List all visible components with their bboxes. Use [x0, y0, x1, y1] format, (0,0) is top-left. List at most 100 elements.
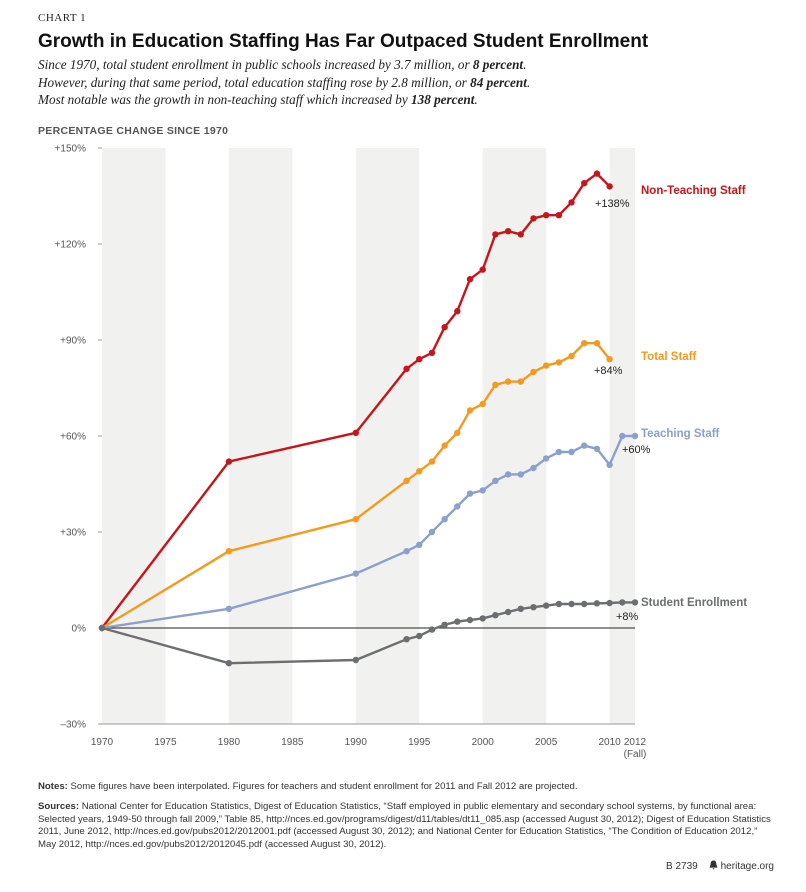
data-point [428, 458, 436, 465]
data-point [504, 378, 512, 385]
data-point [517, 471, 524, 478]
data-point [454, 618, 461, 625]
data-point [492, 381, 499, 388]
series-line [101, 601, 635, 665]
background-band [228, 148, 293, 724]
subtitle-line: Most notable was the growth in non-teach… [38, 92, 478, 107]
data-point [504, 471, 512, 478]
y-tick-label: –30% [60, 720, 86, 731]
data-point [555, 448, 563, 456]
data-point [593, 600, 601, 607]
data-point [98, 624, 106, 632]
data-point [581, 442, 588, 449]
data-point [352, 570, 360, 577]
data-point [428, 349, 436, 356]
x-tick-label: 2010 [598, 737, 621, 748]
y-axis-title: PERCENTAGE CHANGE SINCE 1970 [38, 125, 229, 137]
data-point [530, 604, 537, 611]
data-point [555, 359, 563, 366]
data-point [606, 183, 613, 190]
line-chart: +150% +120% +90% +60% +30% 0% –30% 1970 1975 1980… [55, 144, 748, 761]
data-point [352, 516, 360, 523]
x-tick-label: 2005 [535, 737, 558, 748]
data-point [542, 602, 550, 609]
data-point [492, 612, 499, 619]
data-point [441, 442, 448, 449]
data-point [568, 600, 575, 608]
data-point [530, 215, 537, 222]
data-point [416, 468, 423, 475]
data-point [593, 170, 601, 177]
x-tick-label: 1975 [154, 737, 177, 748]
chart-number: CHART 1 [38, 12, 87, 24]
notes-line: Notes: Some figures have been interpolat… [38, 781, 578, 792]
data-point [606, 356, 613, 363]
data-point [593, 445, 601, 452]
data-point [403, 365, 410, 372]
data-point [530, 368, 537, 376]
data-point [542, 212, 550, 219]
data-point [225, 458, 233, 465]
data-point [568, 448, 575, 456]
data-point [225, 548, 233, 555]
data-point [492, 477, 499, 484]
notes-block: Notes: Some figures have been interpolat… [38, 781, 778, 859]
data-point [542, 362, 550, 369]
y-tick-label: +60% [60, 432, 86, 443]
y-tick-label: +90% [60, 336, 86, 347]
series-label: Student Enrollment [641, 597, 747, 609]
data-point [403, 636, 410, 643]
x-tick-label: 1985 [281, 737, 304, 748]
data-point [416, 541, 423, 548]
x-tick-label: 1970 [91, 737, 114, 748]
data-point [454, 429, 461, 436]
data-point [454, 308, 461, 315]
chart-title: Growth in Education Staffing Has Far Out… [38, 31, 649, 52]
series-label: Teaching Staff [641, 428, 720, 440]
data-point [517, 231, 524, 238]
series-line [101, 434, 635, 630]
x-tick-label: 1990 [345, 737, 368, 748]
data-point [606, 599, 613, 607]
data-point [492, 231, 499, 238]
data-point [428, 626, 436, 633]
footer: B 2739 heritage.org [666, 860, 774, 872]
data-point [403, 477, 410, 484]
end-value-label: +8% [616, 611, 639, 623]
data-point [466, 276, 474, 283]
data-point [568, 199, 575, 206]
data-point [454, 503, 461, 510]
report-code: B 2739 [666, 861, 698, 872]
series-label: Total Staff [641, 351, 697, 363]
y-tick-label: +120% [55, 240, 87, 251]
data-point [581, 340, 588, 347]
data-point [619, 432, 626, 440]
data-point [593, 340, 601, 347]
data-point [225, 605, 233, 612]
data-point [517, 378, 524, 385]
data-point [619, 599, 626, 606]
data-point [466, 407, 474, 414]
data-point [542, 455, 550, 462]
series-label: Non-Teaching Staff [641, 185, 746, 197]
data-point [466, 616, 474, 624]
end-value-label: +138% [595, 198, 630, 210]
data-point [479, 487, 486, 494]
data-point [581, 600, 588, 608]
x-tick-label: 1980 [218, 737, 241, 748]
sources-line: Sources: National Center for Education S… [38, 800, 771, 851]
site-link[interactable]: heritage.org [720, 861, 774, 872]
data-point [606, 461, 613, 468]
x-tick-sublabel: (Fall) [624, 749, 647, 760]
y-tick-label: +30% [60, 528, 86, 539]
data-point [428, 528, 436, 536]
data-point [555, 212, 563, 219]
data-point [352, 429, 360, 436]
subtitle-line: However, during that same period, total … [38, 74, 531, 90]
data-point [581, 180, 588, 187]
x-tick-label: 2012 [624, 737, 647, 748]
data-point [441, 324, 448, 331]
data-point [403, 548, 410, 555]
data-point [479, 615, 486, 622]
data-point [479, 266, 486, 273]
